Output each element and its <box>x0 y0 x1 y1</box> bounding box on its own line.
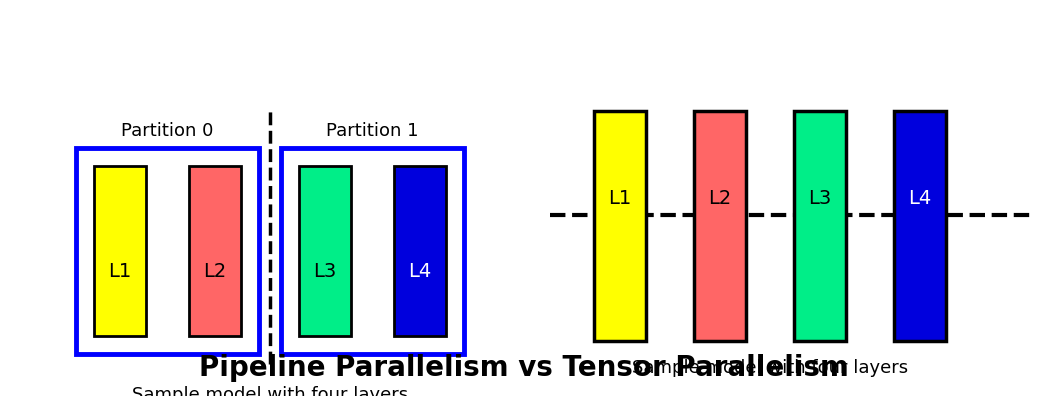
Text: L1: L1 <box>108 262 132 281</box>
Text: Pipeline Parallelism vs Tensor Parallelism: Pipeline Parallelism vs Tensor Paralleli… <box>199 354 849 382</box>
Text: Partition 1: Partition 1 <box>326 122 419 140</box>
Text: L1: L1 <box>609 189 632 208</box>
Bar <box>394 166 446 336</box>
Bar <box>594 111 646 341</box>
Bar <box>299 166 351 336</box>
Text: L4: L4 <box>409 262 432 281</box>
Text: Sample model with four layers: Sample model with four layers <box>632 359 908 377</box>
Bar <box>794 111 846 341</box>
Text: L3: L3 <box>808 189 832 208</box>
Text: L2: L2 <box>203 262 226 281</box>
Text: Partition 0: Partition 0 <box>122 122 214 140</box>
Bar <box>77 148 259 354</box>
Bar <box>894 111 946 341</box>
Bar <box>94 166 146 336</box>
Text: L4: L4 <box>909 189 932 208</box>
Bar <box>694 111 746 341</box>
Text: L2: L2 <box>708 189 732 208</box>
Text: L3: L3 <box>313 262 336 281</box>
Text: Sample model with four layers: Sample model with four layers <box>132 386 408 396</box>
Bar <box>189 166 241 336</box>
Bar <box>281 148 464 354</box>
